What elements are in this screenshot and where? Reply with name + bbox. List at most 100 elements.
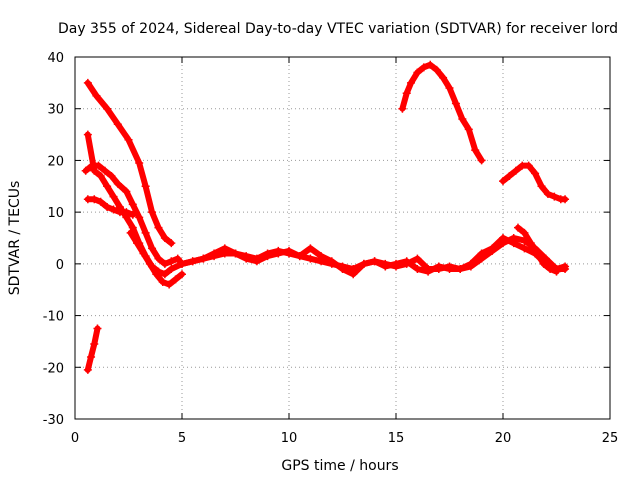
- data-point-marker: [537, 182, 546, 191]
- y-tick-label: -20: [43, 361, 64, 376]
- data-point-marker: [231, 249, 240, 258]
- x-axis-label: GPS time / hours: [281, 458, 398, 474]
- data-point-marker: [165, 280, 174, 289]
- data-point-marker: [511, 166, 520, 175]
- data-point-marker: [359, 259, 368, 268]
- data-point-marker: [439, 73, 448, 82]
- data-point-marker: [148, 208, 157, 217]
- data-point-marker: [100, 166, 109, 175]
- data-point-marker: [113, 179, 122, 188]
- data-point-marker: [128, 210, 137, 219]
- data-point-marker: [171, 275, 180, 284]
- y-tick-label: 10: [47, 206, 64, 221]
- data-point-marker: [167, 239, 176, 248]
- data-point-marker: [160, 270, 169, 279]
- data-point-marker: [458, 115, 467, 124]
- data-point-marker: [152, 270, 161, 279]
- data-point-marker: [505, 171, 514, 180]
- data-point-marker: [199, 254, 208, 263]
- data-point-marker: [178, 259, 186, 268]
- data-point-marker: [381, 262, 390, 271]
- data-point-marker: [531, 169, 540, 178]
- x-tick-label: 10: [281, 431, 298, 446]
- data-point-marker: [499, 177, 507, 186]
- data-point-marker: [370, 257, 379, 266]
- data-point-marker: [167, 257, 176, 266]
- data-point-marker: [263, 252, 272, 261]
- data-point-marker: [135, 159, 144, 168]
- data-point-marker: [306, 254, 315, 263]
- y-tick-label: 30: [47, 103, 64, 118]
- data-point-marker: [96, 197, 105, 206]
- data-point-marker: [252, 257, 261, 266]
- data-point-marker: [158, 277, 167, 286]
- data-point-marker: [466, 262, 475, 271]
- data-point-marker: [306, 244, 315, 253]
- data-point-marker: [539, 259, 548, 268]
- data-point-marker: [392, 259, 400, 268]
- y-tick-label: 0: [56, 258, 64, 273]
- data-point-marker: [338, 262, 347, 271]
- data-point-marker: [109, 205, 118, 214]
- data-point-marker: [145, 259, 154, 268]
- data-point-marker: [464, 125, 473, 134]
- series-track-a: [83, 78, 176, 248]
- data-point-marker: [92, 91, 101, 100]
- data-point-marker: [419, 63, 428, 72]
- data-point-marker: [103, 202, 112, 211]
- axis-ticks: 0 5 10 15 20 25 -30 -20 -10 0 10 20 30 40: [43, 51, 619, 446]
- data-point-marker: [122, 208, 131, 217]
- data-point-marker: [543, 190, 552, 199]
- data-point-marker: [160, 234, 169, 242]
- data-point-marker: [546, 265, 555, 274]
- data-point-marker: [424, 267, 433, 276]
- data-point-marker: [561, 265, 570, 274]
- data-point-marker: [188, 257, 197, 266]
- x-tick-label: 20: [495, 431, 512, 446]
- data-point-marker: [83, 78, 92, 87]
- data-point-marker: [133, 239, 142, 248]
- y-tick-label: 20: [47, 154, 64, 169]
- data-point-marker: [107, 171, 116, 180]
- y-tick-label: -30: [43, 413, 64, 428]
- data-point-marker: [93, 324, 102, 333]
- data-point-marker: [103, 104, 112, 113]
- data-point-marker: [220, 249, 229, 258]
- data-point-marker: [406, 78, 415, 87]
- data-point-marker: [109, 192, 118, 201]
- data-point-marker: [242, 254, 251, 263]
- data-point-marker: [81, 166, 90, 175]
- y-tick-label: 40: [47, 51, 64, 66]
- data-point-marker: [524, 161, 533, 170]
- data-point-marker: [413, 68, 422, 77]
- data-point-marker: [141, 182, 150, 191]
- data-point-marker: [317, 257, 326, 266]
- data-point-marker: [426, 60, 435, 69]
- series-track-h: [499, 161, 570, 204]
- data-point-marker: [122, 187, 131, 196]
- series-track-d: [83, 195, 137, 219]
- data-point-marker: [135, 213, 144, 222]
- data-point-marker: [210, 252, 219, 261]
- data-point-marker: [167, 265, 176, 274]
- data-point-marker: [160, 259, 169, 268]
- data-point-marker: [87, 352, 96, 361]
- series-trace: [399, 61, 485, 164]
- data-point-marker: [402, 257, 411, 266]
- data-point-marker: [90, 166, 99, 175]
- x-tick-label: 15: [388, 431, 405, 446]
- data-point-marker: [398, 104, 407, 113]
- data-point-marker: [471, 146, 480, 155]
- y-axis-label: SDTVAR / TECUs: [7, 181, 23, 296]
- data-point-marker: [96, 171, 105, 180]
- data-point-marker: [274, 249, 283, 258]
- data-point-marker: [434, 262, 443, 271]
- plot-frame: [74, 56, 611, 420]
- series-track-f: [83, 324, 102, 374]
- data-point-marker: [445, 84, 454, 93]
- series-track-g: [398, 60, 486, 165]
- data-point-marker: [526, 239, 535, 248]
- data-point-marker: [327, 259, 336, 268]
- data-point-marker: [103, 182, 112, 191]
